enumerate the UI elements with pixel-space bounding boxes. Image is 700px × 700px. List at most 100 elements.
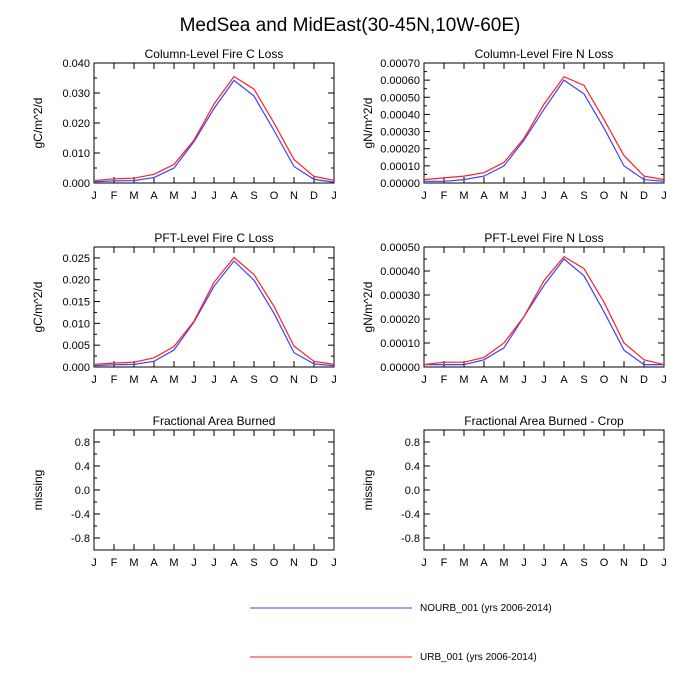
y-tick-label: 0.010 [62, 148, 90, 160]
legend-label: URB_001 (yrs 2006-2014) [420, 652, 537, 663]
plot-frame [423, 246, 665, 368]
y-tick-label: 0.00040 [380, 109, 420, 121]
x-tick-label: J [521, 190, 527, 202]
y-tick-label: 0.00050 [380, 242, 420, 254]
x-tick-label: J [211, 374, 217, 386]
x-tick-label: M [129, 557, 138, 569]
y-axis-label: gC/m^2/d [31, 98, 45, 149]
y-tick-label: 0.00040 [380, 266, 420, 278]
x-tick-label: S [580, 374, 587, 386]
y-tick-label: 0.000 [62, 362, 90, 374]
x-tick-label: M [459, 190, 468, 202]
x-tick-label: J [661, 190, 667, 202]
y-tick-label: 0.00060 [380, 75, 420, 87]
x-tick-label: O [270, 190, 279, 202]
x-tick-label: M [129, 190, 138, 202]
series-line-urb-001 [423, 75, 665, 181]
panel-title: Column-Level Fire N Loss [475, 47, 614, 61]
x-tick-label: J [331, 374, 337, 386]
panel-title: PFT-Level Fire N Loss [484, 231, 603, 245]
x-tick-label: N [290, 557, 298, 569]
x-tick-label: D [310, 557, 318, 569]
x-tick-label: A [150, 374, 158, 386]
x-tick-label: M [169, 374, 178, 386]
x-tick-label: J [661, 374, 667, 386]
x-tick-label: S [250, 557, 257, 569]
x-tick-label: J [541, 557, 547, 569]
x-tick-label: N [620, 190, 628, 202]
x-tick-label: M [499, 557, 508, 569]
y-tick-label: 0.00000 [380, 362, 420, 374]
x-tick-label: D [310, 190, 318, 202]
x-tick-label: J [211, 190, 217, 202]
x-tick-label: A [480, 190, 488, 202]
x-tick-label: J [331, 190, 337, 202]
main-title: MedSea and MidEast(30-45N,10W-60E) [180, 15, 521, 36]
x-tick-label: M [499, 190, 508, 202]
x-tick-label: O [600, 190, 609, 202]
series-line-nourb-001 [424, 258, 664, 366]
x-tick-label: N [290, 190, 298, 202]
series-line-nourb-001 [93, 79, 335, 183]
x-tick-label: J [421, 190, 427, 202]
x-tick-label: A [560, 190, 568, 202]
x-tick-label: M [499, 374, 508, 386]
x-tick-label: A [480, 557, 488, 569]
x-tick-label: A [480, 374, 488, 386]
x-tick-label: A [150, 557, 158, 569]
y-tick-label: 0.000 [62, 178, 90, 190]
x-tick-label: S [580, 190, 587, 202]
y-axis-label: gN/m^2/d [361, 282, 375, 333]
x-tick-label: J [91, 190, 97, 202]
x-tick-label: M [129, 374, 138, 386]
series-line-urb-001 [93, 256, 335, 365]
x-tick-label: J [521, 374, 527, 386]
x-tick-label: J [661, 557, 667, 569]
x-tick-label: O [600, 374, 609, 386]
y-tick-label: 0.8 [405, 437, 420, 449]
plot-frame [423, 429, 665, 551]
x-tick-label: M [459, 374, 468, 386]
y-tick-label: -0.4 [401, 509, 420, 521]
x-tick-label: J [191, 374, 197, 386]
plot-frame [93, 62, 335, 184]
x-tick-label: O [270, 557, 279, 569]
y-tick-label: 0.00030 [380, 290, 420, 302]
y-tick-label: 0.4 [75, 461, 90, 473]
y-tick-label: 0.040 [62, 58, 90, 70]
x-tick-label: D [310, 374, 318, 386]
x-tick-label: D [640, 557, 648, 569]
x-tick-label: N [620, 374, 628, 386]
panel-title: Fractional Area Burned [153, 414, 276, 428]
x-tick-label: O [270, 374, 279, 386]
y-tick-label: 0.020 [62, 275, 90, 287]
x-tick-label: J [191, 557, 197, 569]
legend-label: NOURB_001 (yrs 2006-2014) [420, 603, 552, 614]
y-tick-label: 0.030 [62, 88, 90, 100]
y-tick-label: 0.00010 [380, 338, 420, 350]
x-tick-label: M [459, 557, 468, 569]
plot-frame [93, 429, 335, 551]
x-tick-label: J [521, 557, 527, 569]
series-line-nourb-001 [93, 260, 335, 367]
y-tick-label: 0.005 [62, 340, 90, 352]
y-axis-label: gC/m^2/d [31, 282, 45, 333]
y-tick-label: 0.00000 [380, 178, 420, 190]
x-tick-label: J [91, 557, 97, 569]
y-tick-label: 0.00070 [380, 58, 420, 70]
y-tick-label: 0.0 [405, 485, 420, 497]
y-tick-label: 0.8 [75, 437, 90, 449]
y-axis-label: missing [361, 470, 375, 511]
x-tick-label: F [111, 557, 118, 569]
y-tick-label: 0.4 [405, 461, 420, 473]
x-tick-label: D [640, 190, 648, 202]
x-tick-label: F [441, 190, 448, 202]
x-tick-label: M [169, 557, 178, 569]
series-line-nourb-001 [424, 79, 665, 182]
y-tick-label: -0.8 [71, 533, 90, 545]
x-tick-label: D [640, 374, 648, 386]
